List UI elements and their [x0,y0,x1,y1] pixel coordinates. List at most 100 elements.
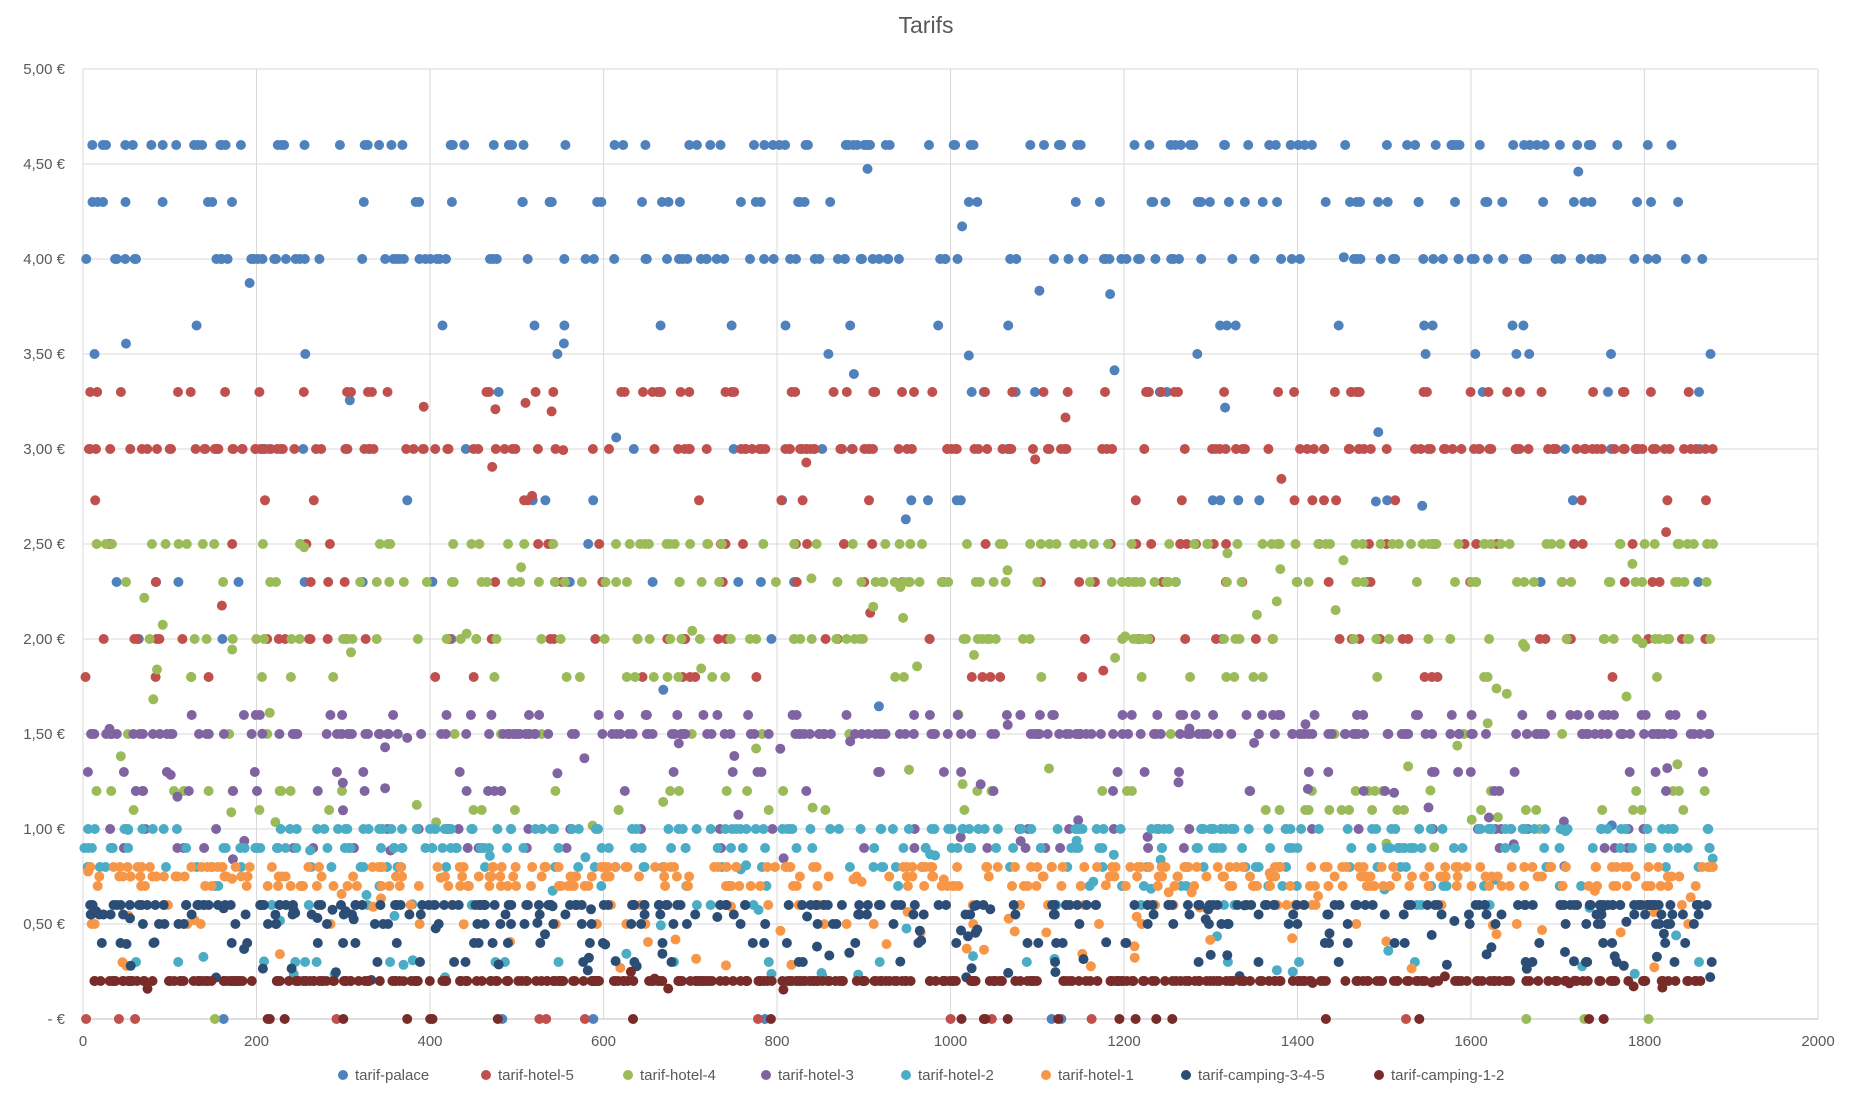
data-point [1191,862,1202,872]
data-point [1287,843,1298,853]
data-point [198,951,209,962]
data-point [1291,577,1302,587]
data-point [1323,729,1334,739]
data-point [1030,387,1040,397]
data-point [923,495,933,506]
data-point [125,960,136,971]
data-point [548,387,559,397]
data-point [420,843,431,853]
legend-marker [901,1070,911,1080]
data-point [1406,539,1416,549]
data-point [368,444,379,454]
data-point [1372,672,1383,682]
data-point [1025,976,1036,986]
legend-label: tarif-hotel-3 [778,1067,854,1084]
data-point [186,862,197,872]
data-point [720,387,731,397]
data-point [1607,672,1618,682]
data-point [1108,786,1118,796]
data-point [1270,871,1281,882]
data-point [123,843,134,853]
x-tick-label: 1600 [1454,1033,1487,1050]
data-point [956,1014,967,1024]
data-point [593,710,604,720]
data-point [635,539,646,549]
data-point [1116,976,1127,986]
data-point [1285,140,1296,150]
data-point [1492,871,1503,882]
data-point [1263,444,1274,454]
data-point [437,320,448,331]
data-point [1055,843,1066,853]
data-point [389,910,400,921]
data-point [1072,900,1083,910]
data-point [167,729,178,739]
data-point [1047,900,1058,910]
data-point [1666,140,1677,150]
data-point [173,577,184,587]
data-point [183,786,194,796]
data-point [938,767,949,777]
data-point [838,539,849,549]
data-point [670,934,681,945]
data-point [801,786,812,796]
data-point [594,539,605,549]
data-point [890,672,901,682]
data-point [257,254,268,264]
data-point [609,140,620,150]
data-point [1230,320,1241,331]
data-point [534,710,545,720]
data-point [1044,763,1054,774]
data-point [1061,900,1072,910]
data-point [201,729,212,739]
data-point [643,539,654,549]
data-point [1485,976,1495,986]
data-point [919,881,930,891]
data-point [1561,634,1572,644]
data-point [767,824,778,834]
data-point [741,860,752,871]
data-point [414,919,425,929]
data-point [1129,941,1140,952]
data-point [1446,710,1457,720]
data-point [707,672,718,682]
data-point [1452,871,1463,882]
data-point [1698,767,1708,777]
data-point [785,976,796,986]
data-point [194,729,204,739]
data-point [648,672,659,682]
data-point [573,862,584,872]
data-point [533,900,544,910]
x-axis-ticks: 0 200 400 600 800 1000 1200 1400 1600 1800 2000 [79,1033,1835,1050]
data-point [797,495,808,506]
data-point [1120,881,1131,891]
data-point [1490,919,1501,929]
data-point [864,444,875,454]
data-point [1164,539,1175,549]
data-point [316,976,327,986]
data-point [360,634,371,644]
data-point [1144,862,1155,872]
data-point [894,539,905,549]
data-point [941,900,951,910]
data-point [519,539,530,549]
data-point [832,254,843,264]
data-point [955,832,966,843]
data-point [738,539,748,549]
data-point [705,140,716,150]
data-point [1584,710,1595,720]
data-point [300,957,311,967]
data-point [661,539,672,549]
data-point [1663,881,1674,891]
data-point [1128,577,1139,587]
data-point [1539,843,1550,853]
data-point [1527,900,1538,910]
data-point [154,729,165,739]
data-point [869,843,880,853]
data-point [487,938,498,948]
data-point [1636,710,1647,720]
data-point [1517,710,1528,720]
data-point [1097,444,1108,454]
data-point [1659,444,1670,454]
data-point [811,900,822,910]
